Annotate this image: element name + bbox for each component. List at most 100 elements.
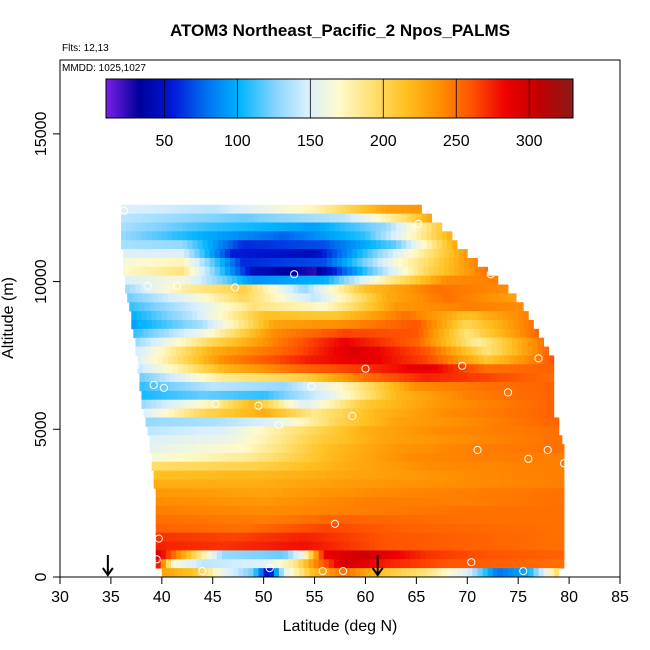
heatmap-cell xyxy=(305,364,311,374)
heatmap-cell xyxy=(552,523,559,534)
heatmap-cell xyxy=(182,311,188,321)
heatmap-cell xyxy=(444,435,451,445)
heatmap-cell xyxy=(350,452,356,463)
heatmap-cell xyxy=(512,488,518,498)
heatmap-cell xyxy=(361,364,367,374)
heatmap-cell xyxy=(354,523,360,534)
heatmap-cell xyxy=(426,399,433,409)
heatmap-cell xyxy=(517,523,523,534)
heatmap-cell xyxy=(344,559,350,569)
heatmap-cell xyxy=(345,213,351,223)
heatmap-cell xyxy=(272,497,279,507)
heatmap-cell xyxy=(320,355,327,365)
heatmap-cell xyxy=(538,452,545,463)
heatmap-cell xyxy=(445,284,452,294)
heatmap-cell xyxy=(206,488,213,498)
heatmap-cell xyxy=(353,302,359,312)
heatmap-cell xyxy=(501,559,508,569)
heatmap-cell xyxy=(492,390,499,401)
heatmap-cell xyxy=(410,497,416,507)
heatmap-cell xyxy=(258,461,265,472)
heatmap-cell xyxy=(399,444,405,454)
heatmap-cell xyxy=(362,479,368,489)
heatmap-cell xyxy=(436,390,443,401)
heatmap-cell xyxy=(527,532,533,542)
heatmap-cell xyxy=(231,302,237,312)
heatmap-cell xyxy=(409,444,415,454)
heatmap-cell xyxy=(393,382,400,392)
heatmap-cell xyxy=(456,346,462,356)
heatmap-cell xyxy=(332,435,339,445)
heatmap-cell xyxy=(348,435,354,445)
heatmap-cell xyxy=(153,257,160,268)
heatmap-cell xyxy=(392,257,399,268)
heatmap-cell xyxy=(318,337,325,347)
heatmap-cell xyxy=(411,390,417,401)
heatmap-cell xyxy=(232,506,238,516)
heatmap-cell xyxy=(184,470,190,480)
heatmap-cell xyxy=(467,399,473,409)
heatmap-cell xyxy=(383,302,390,312)
heatmap-cell xyxy=(131,213,137,223)
heatmap-cell xyxy=(233,399,239,409)
heatmap-cell xyxy=(241,435,247,445)
heatmap-cell xyxy=(211,346,218,356)
heatmap-cell xyxy=(324,204,331,215)
heatmap-cell xyxy=(350,399,356,409)
heatmap-cell xyxy=(405,346,411,356)
heatmap-cell xyxy=(247,541,253,551)
heatmap-cell xyxy=(522,346,528,356)
heatmap-cell xyxy=(184,408,190,418)
heatmap-cell xyxy=(468,364,474,374)
heatmap-cell xyxy=(371,355,378,365)
heatmap-cell xyxy=(351,364,357,374)
heatmap-cell xyxy=(156,222,163,232)
heatmap-cell xyxy=(522,514,528,525)
heatmap-cell xyxy=(454,328,460,339)
heatmap-cell xyxy=(374,488,381,498)
heatmap-cell xyxy=(532,523,538,534)
heatmap-cell xyxy=(360,213,366,223)
heatmap-cell xyxy=(211,559,218,569)
heatmap-cell xyxy=(553,568,560,578)
heatmap-cell xyxy=(360,390,366,401)
heatmap-cell xyxy=(301,328,307,339)
heatmap-cell xyxy=(517,417,523,427)
heatmap-cell xyxy=(207,568,214,578)
heatmap-cell xyxy=(238,231,244,241)
heatmap-cell xyxy=(284,311,290,321)
heatmap-cell xyxy=(278,222,285,232)
heatmap-cell xyxy=(484,479,491,489)
heatmap-cell xyxy=(508,399,514,409)
observation-point xyxy=(534,354,543,363)
heatmap-cell xyxy=(126,231,132,241)
heatmap-cell xyxy=(531,435,537,445)
heatmap-cell xyxy=(303,337,309,347)
heatmap-cell xyxy=(185,382,191,392)
heatmap-cell xyxy=(333,417,340,427)
heatmap-cell xyxy=(157,426,164,436)
heatmap-cell xyxy=(483,293,490,303)
heatmap-cell xyxy=(197,461,203,472)
heatmap-cell xyxy=(481,337,488,347)
heatmap-cell xyxy=(312,373,318,383)
heatmap-cell xyxy=(408,408,414,418)
heatmap-cell xyxy=(233,568,239,578)
heatmap-cell xyxy=(562,488,565,498)
heatmap-cell xyxy=(355,452,361,463)
heatmap-cell xyxy=(206,523,213,534)
heatmap-cell xyxy=(445,497,452,507)
heatmap-cell xyxy=(257,514,264,525)
heatmap-cell xyxy=(495,373,502,383)
heatmap-cell xyxy=(537,488,544,498)
heatmap-cell xyxy=(184,266,190,277)
heatmap-cell xyxy=(220,435,227,445)
heatmap-cell xyxy=(292,302,298,312)
heatmap-cell xyxy=(506,523,513,534)
heatmap-cell xyxy=(487,319,494,330)
heatmap-cell xyxy=(219,266,226,277)
heatmap-cell xyxy=(253,204,259,215)
heatmap-cell xyxy=(431,452,438,463)
heatmap-cell xyxy=(537,514,544,525)
heatmap-cell xyxy=(385,213,392,223)
